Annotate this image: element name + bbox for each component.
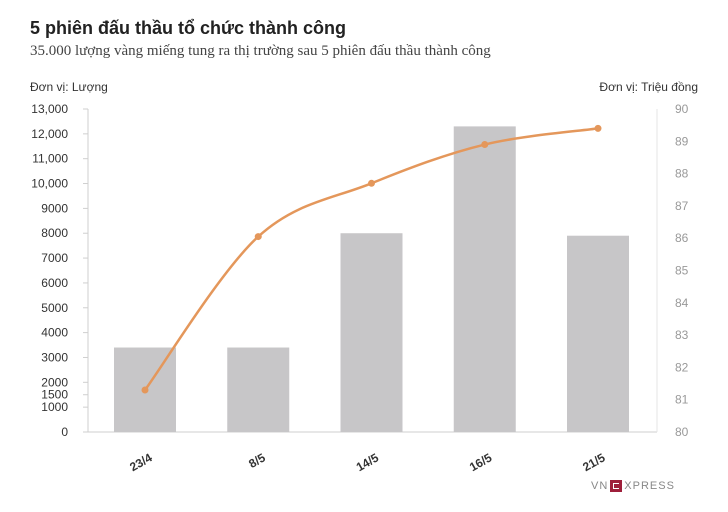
left-tick-label: 5000 bbox=[41, 301, 68, 315]
left-tick-label: 8000 bbox=[41, 226, 68, 240]
price-point-21/5 bbox=[594, 124, 602, 132]
price-point-16/5 bbox=[481, 141, 489, 149]
right-axis-unit-label: Đơn vị: Triệu đồng bbox=[599, 80, 698, 94]
left-tick-label: 12,000 bbox=[31, 127, 68, 141]
right-tick-label: 85 bbox=[675, 264, 689, 278]
price-point-8/5 bbox=[254, 233, 262, 241]
left-axis-unit-label: Đơn vị: Lượng bbox=[30, 80, 108, 94]
left-tick-label: 6000 bbox=[41, 276, 68, 290]
x-tick-label: 23/4 bbox=[127, 450, 155, 474]
left-tick-label: 3000 bbox=[41, 350, 68, 364]
left-tick-label: 4000 bbox=[41, 326, 68, 340]
logo-text-right: XPRESS bbox=[624, 480, 675, 492]
x-tick-label: 21/5 bbox=[580, 450, 608, 474]
x-tick-label: 14/5 bbox=[354, 450, 382, 474]
x-tick-label: 8/5 bbox=[246, 450, 268, 471]
left-tick-label: 13,000 bbox=[31, 102, 68, 116]
left-tick-label: 1000 bbox=[41, 400, 68, 414]
right-tick-label: 81 bbox=[675, 393, 689, 407]
x-tick-label: 16/5 bbox=[467, 450, 495, 474]
chart-title: 5 phiên đấu thầu tổ chức thành công bbox=[30, 18, 347, 38]
left-tick-label: 2000 bbox=[41, 375, 68, 389]
bar-21/5 bbox=[567, 235, 629, 432]
right-tick-label: 86 bbox=[675, 231, 689, 245]
bar-14/5 bbox=[340, 233, 403, 432]
right-tick-label: 89 bbox=[675, 134, 689, 148]
left-tick-label: 1500 bbox=[41, 388, 68, 402]
logo-mark-icon bbox=[610, 480, 623, 492]
chart-subtitle: 35.000 lượng vàng miếng tung ra thị trườ… bbox=[30, 43, 491, 59]
right-tick-label: 84 bbox=[675, 296, 689, 310]
right-tick-label: 88 bbox=[675, 167, 689, 181]
vnexpress-logo: VN XPRESS bbox=[591, 479, 675, 493]
bar-16/5 bbox=[453, 126, 516, 433]
left-tick-label: 0 bbox=[61, 425, 68, 439]
left-tick-label: 10,000 bbox=[31, 177, 68, 191]
right-tick-label: 87 bbox=[675, 199, 689, 213]
price-point-14/5 bbox=[368, 179, 375, 187]
left-tick-label: 11,000 bbox=[32, 152, 68, 166]
left-tick-label: 7000 bbox=[41, 251, 68, 265]
right-tick-label: 80 bbox=[675, 425, 689, 439]
price-line bbox=[143, 127, 599, 391]
right-tick-label: 83 bbox=[675, 328, 689, 342]
price-point-23/4 bbox=[141, 386, 149, 394]
left-tick-label: 9000 bbox=[41, 201, 68, 215]
logo-text-left: VN bbox=[591, 480, 609, 492]
right-tick-label: 82 bbox=[675, 360, 689, 374]
bar-8/5 bbox=[227, 347, 290, 432]
right-tick-label: 90 bbox=[675, 102, 689, 116]
